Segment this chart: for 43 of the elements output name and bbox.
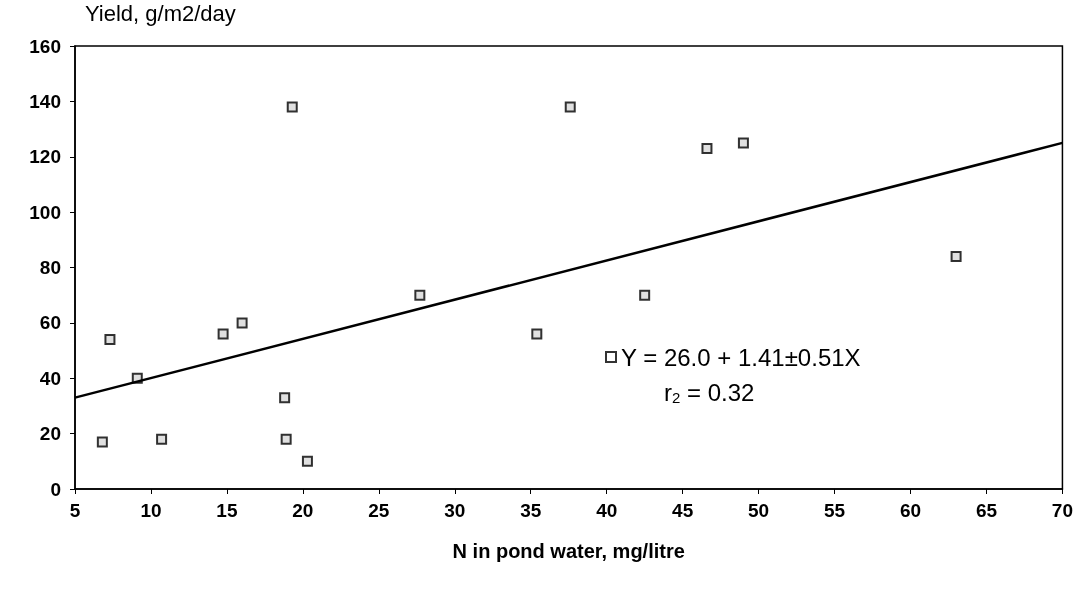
y-tick-label: 60 xyxy=(39,312,61,334)
y-axis-title: Yield, g/m2/day xyxy=(85,0,236,26)
annotation: r2 = 0.32 xyxy=(664,378,755,406)
x-tick-label: 50 xyxy=(748,500,770,521)
y-tick-label: 140 xyxy=(29,90,61,112)
x-tick-label: 20 xyxy=(292,500,314,521)
point xyxy=(701,142,713,154)
point xyxy=(279,392,291,404)
x-tick-label: 65 xyxy=(975,500,998,521)
point xyxy=(639,289,651,301)
x-tick-label: 35 xyxy=(520,500,542,521)
y-tick-label: 120 xyxy=(29,146,61,168)
x-tick-label: 30 xyxy=(444,500,466,521)
x-tick-label: 60 xyxy=(899,500,922,521)
legend-label: Y = 26.0 + 1.41±0.51X xyxy=(621,343,861,371)
point xyxy=(104,333,116,345)
point xyxy=(737,137,749,149)
x-tick-label: 55 xyxy=(823,500,846,521)
x-tick-label: 15 xyxy=(216,500,238,521)
x-tick-label: 5 xyxy=(69,500,81,521)
point xyxy=(564,101,576,113)
point xyxy=(286,101,298,113)
x-tick-label: 25 xyxy=(368,500,390,521)
point xyxy=(217,328,229,340)
x-tick-label: 40 xyxy=(596,500,618,521)
point xyxy=(414,289,426,301)
point xyxy=(96,436,108,448)
y-tick-label: 20 xyxy=(39,423,61,445)
y-tick-label: 160 xyxy=(29,35,61,57)
y-tick-label: 100 xyxy=(29,201,61,223)
point xyxy=(156,433,168,445)
x-tick-label: 70 xyxy=(1051,500,1073,521)
y-tick-label: 0 xyxy=(50,478,61,500)
x-tick-label: 45 xyxy=(672,500,694,521)
x-axis-title: N in pond water, mg/litre xyxy=(452,540,685,562)
point xyxy=(280,433,292,445)
x-tick-label: 10 xyxy=(140,500,162,521)
y-tick-label: 40 xyxy=(39,367,61,389)
point xyxy=(301,455,313,467)
point xyxy=(531,328,543,340)
point xyxy=(950,250,962,262)
y-tick-label: 80 xyxy=(39,257,61,278)
point xyxy=(236,317,248,329)
